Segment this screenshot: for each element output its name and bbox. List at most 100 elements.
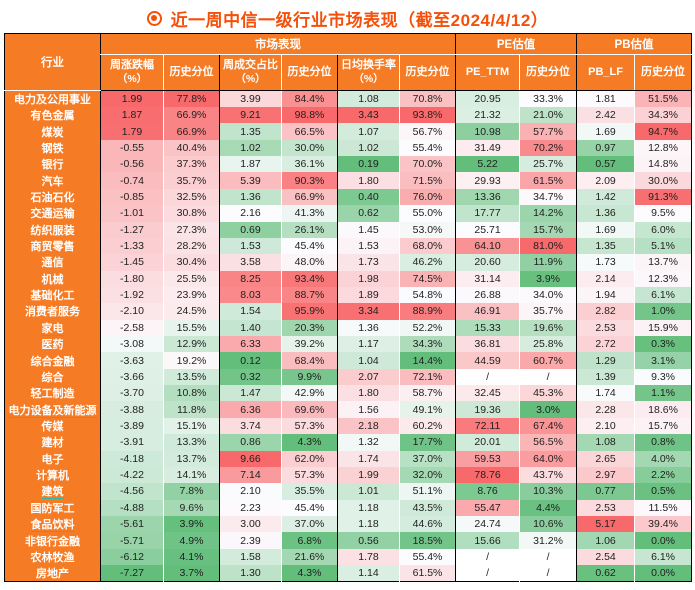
table-row: 交通运输 -1.01 30.8% 2.16 41.3% 0.62 55.0% 17.77 14.…: [4, 205, 692, 222]
industry-name[interactable]: 食品饮料: [4, 515, 101, 533]
table-row: 基础化工 -1.92 23.9% 8.03 88.7% 1.89 54.8% 26.88 34.…: [4, 286, 692, 304]
percentile-cell: 9.9%: [281, 368, 338, 386]
industry-link[interactable]: 食品饮料: [30, 519, 75, 533]
value-cell: 15.33: [455, 319, 520, 337]
value-cell: 1.08: [337, 90, 400, 107]
table-row: 有色金属 1.87 66.9% 9.21 98.8% 3.43 93.8% 21.32 21.0…: [4, 107, 692, 124]
value-cell: -2.10: [100, 303, 164, 320]
percentile-cell: 55.4%: [398, 548, 456, 566]
percentile-cell: 68.0%: [398, 237, 456, 255]
value-cell: 3.99: [219, 90, 282, 107]
value-cell: 1.35: [576, 237, 635, 255]
percentile-cell: 7.8%: [163, 483, 220, 500]
value-cell: 2.18: [337, 417, 400, 435]
value-cell: 2.97: [576, 466, 635, 484]
percentile-cell: 58.7%: [398, 385, 456, 402]
industry-name[interactable]: 建筑: [4, 483, 101, 500]
percentile-cell: 40.4%: [163, 139, 220, 157]
percentile-cell: 66.5%: [281, 123, 338, 140]
percentile-cell: 3.0%: [519, 401, 577, 418]
percentile-cell: 43.7%: [519, 466, 577, 484]
page-title: 近一周中信一级行业市场表现（截至2024/4/12）: [0, 3, 695, 33]
col-header-turnover-percentile: 历史分位: [398, 54, 456, 91]
percentile-cell: 93.4%: [281, 270, 338, 287]
percentile-cell: 54.8%: [398, 286, 456, 304]
value-cell: 1.35: [219, 123, 282, 140]
table-row: 电力及公用事业 1.99 77.8% 3.99 84.4% 1.08 70.8% 20.95 3…: [4, 90, 692, 107]
value-cell: 9.21: [219, 107, 282, 124]
percentile-cell: 35.5%: [281, 483, 338, 500]
value-cell: 46.91: [455, 303, 520, 320]
table-row: 通信 -1.45 30.4% 3.58 48.0% 1.73 46.2% 20.60 11.9%…: [4, 254, 692, 271]
industry-table: 行业 市场表现 PE估值 PB估值 周涨跌幅 （%） 历史分位 周成交占比 （%） …: [4, 33, 693, 583]
percentile-cell: 21.6%: [281, 548, 338, 566]
table-row: 轻工制造 -3.70 10.8% 1.47 42.9% 1.80 58.7% 32.45 45.…: [4, 385, 692, 402]
industry-name: 房地产: [4, 565, 101, 582]
industry-name: 计算机: [4, 466, 101, 484]
percentile-cell: 84.4%: [281, 90, 338, 107]
percentile-cell: 62.0%: [281, 450, 338, 467]
value-cell: 1.29: [576, 352, 635, 369]
percentile-cell: 37.0%: [281, 515, 338, 533]
industry-name: 石油石化: [4, 188, 101, 206]
col-header-pe-percentile: 历史分位: [519, 54, 577, 91]
table-row: 国防军工 -4.88 9.6% 2.23 45.4% 1.18 43.5% 55.47 4.4%…: [4, 499, 692, 516]
industry-link[interactable]: 家电: [41, 322, 64, 336]
value-cell: 1.69: [576, 123, 635, 140]
percentile-cell: 81.0%: [519, 237, 577, 255]
value-cell: -4.88: [100, 499, 164, 516]
value-cell: -0.55: [100, 139, 164, 157]
percentile-cell: 88.7%: [281, 286, 338, 304]
percentile-cell: 0.3%: [634, 336, 692, 353]
percentile-cell: 42.9%: [281, 385, 338, 402]
industry-name: 医药: [4, 336, 101, 353]
percentile-cell: 66.9%: [281, 188, 338, 206]
industry-name[interactable]: 电力设备及新能源: [4, 401, 101, 418]
table-row: 电力设备及新能源 -3.88 11.8% 6.36 69.6% 1.56 49.1% 19.3…: [4, 401, 692, 418]
value-cell: 1.36: [219, 188, 282, 206]
percentile-cell: 26.1%: [281, 221, 338, 238]
value-cell: 31.14: [455, 270, 520, 287]
percentile-cell: 4.0%: [634, 450, 692, 467]
percentile-cell: 4.9%: [163, 532, 220, 549]
percentile-cell: 71.5%: [398, 172, 456, 189]
industry-name: 纺织服装: [4, 221, 101, 238]
industry-name[interactable]: 家电: [4, 319, 101, 337]
percentile-cell: 27.3%: [163, 221, 220, 238]
value-cell: 3.58: [219, 254, 282, 271]
percentile-cell: 17.7%: [398, 434, 456, 451]
percentile-cell: 60.7%: [519, 352, 577, 369]
value-cell: 2.14: [576, 270, 635, 287]
table-row: 消费者服务 -2.10 24.5% 1.54 95.9% 3.34 88.9% 46.91 35…: [4, 303, 692, 320]
value-cell: -0.56: [100, 156, 164, 173]
industry-name: 传媒: [4, 417, 101, 435]
table-row: 综合 -3.66 13.5% 0.32 9.9% 2.07 72.1% //1.39 9.3%: [4, 368, 692, 386]
value-cell: 1.36: [576, 205, 635, 222]
percentile-cell: 6.0%: [634, 221, 692, 238]
percentile-cell: 55.0%: [398, 205, 456, 222]
percentile-cell: 14.8%: [634, 156, 692, 173]
value-cell: -1.92: [100, 286, 164, 304]
percentile-cell: 37.3%: [163, 156, 220, 173]
industry-link[interactable]: 建筑: [41, 486, 64, 500]
percentile-cell: 76.0%: [398, 188, 456, 206]
value-cell: -1.80: [100, 270, 164, 287]
percentile-cell: 11.9%: [519, 254, 577, 271]
percentile-cell: 21.0%: [519, 107, 577, 124]
percentile-cell: 34.3%: [398, 336, 456, 353]
value-cell: 2.28: [576, 401, 635, 418]
percentile-cell: 10.8%: [163, 385, 220, 402]
percentile-cell: 61.5%: [519, 172, 577, 189]
value-cell: -6.12: [100, 548, 164, 566]
percentile-cell: 13.3%: [163, 434, 220, 451]
value-cell: 1.40: [219, 319, 282, 337]
value-cell: -3.66: [100, 368, 164, 386]
table-row: 石油石化 -0.85 32.5% 1.36 66.9% 0.40 76.0% 13.36 34.…: [4, 188, 692, 206]
industry-link[interactable]: 电力设备及新能源: [8, 404, 97, 418]
percentile-cell: 6.1%: [634, 548, 692, 566]
value-cell: 64.10: [455, 237, 520, 255]
value-cell: 1.53: [337, 237, 400, 255]
percentile-cell: 1.0%: [634, 303, 692, 320]
value-cell: 1.45: [337, 221, 400, 238]
percentile-cell: 30.8%: [163, 205, 220, 222]
